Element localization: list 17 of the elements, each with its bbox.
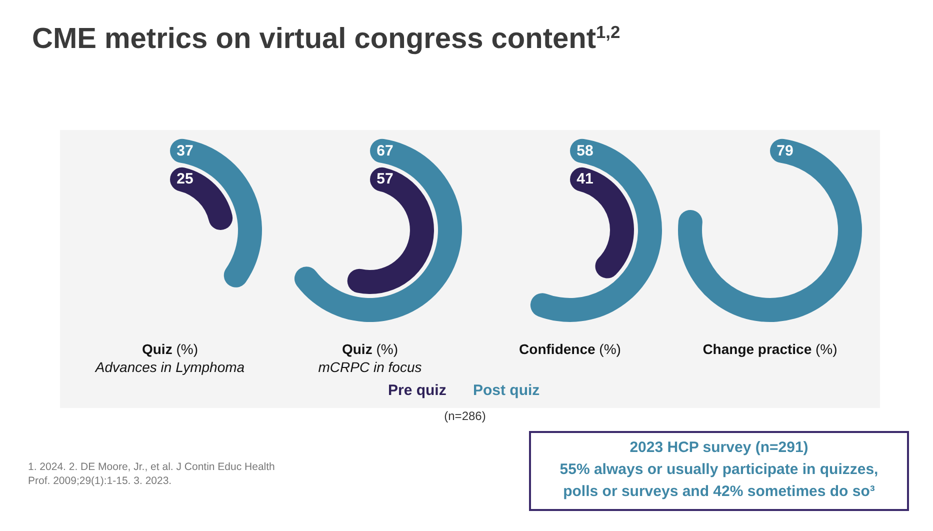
text: 2023 HCP survey (n=291) 55% always or usually participate in quizzes, polls or surveys and 42% sometimes do so³: [560, 439, 878, 500]
data-label: 25: [176, 170, 194, 188]
category-label: Quiz (%) mCRPC in focus: [318, 341, 422, 375]
text: Post quiz: [473, 382, 540, 399]
data-label: 41: [576, 170, 594, 188]
text: Pre quiz: [388, 382, 446, 399]
category-label: Change practice (%): [702, 341, 838, 357]
data-label: 58: [576, 142, 594, 160]
data-label: 79: [776, 142, 794, 160]
data-label: 57: [376, 170, 394, 188]
text: 1. 2024. 2. DE Moore, Jr., et al. J Contin Educ Health Prof. 2009;29(1):1-15. 3. 2023.: [28, 461, 276, 487]
category-label: Quiz (%) Advances in Lymphoma: [94, 341, 245, 375]
text: (n=286): [444, 409, 486, 423]
text: CME metrics on virtual congress content$^{1,2}$: [32, 22, 620, 55]
data-label: 37: [176, 142, 194, 160]
category-label: Confidence (%): [519, 341, 621, 357]
data-label: 67: [376, 142, 394, 160]
